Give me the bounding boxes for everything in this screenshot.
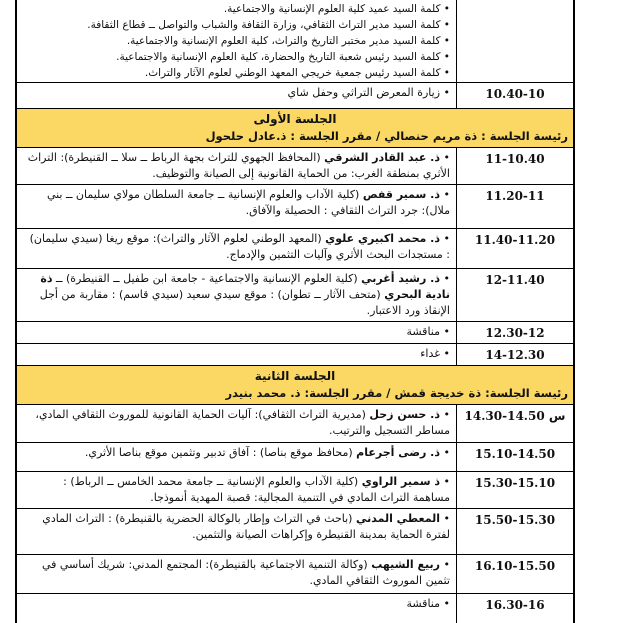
row-content: • ذ. عبد القادر الشرقي (المحافظ الجهوي ل…	[17, 148, 456, 184]
time-slot: 14-12.30	[456, 344, 573, 365]
schedule-row: 15.30-15.10 • ذ سمير الراوي (كلية الآداب …	[17, 471, 573, 508]
row-content: • ذ. رشيد أغربي (كلية العلوم الإنسانية و…	[17, 269, 456, 321]
talk-text: (محافظ موقع بناصا) : آفاق تدبير وتثمين م…	[84, 446, 357, 459]
session-header-row: الجلسة الأولى رئيسة الجلسة : ذة مريم حنصا…	[17, 108, 573, 147]
talk-text: •	[440, 188, 450, 201]
speaker-name: ذ. حسن زحل	[369, 408, 440, 421]
time-slot: 15.50-15.30	[456, 509, 573, 554]
session-title: الجلسة الأولى	[253, 112, 337, 126]
row-content: • ذ. سمير قفص (كلية الآداب والعلوم الإنس…	[17, 185, 456, 228]
time-slot: 11-10.40	[456, 148, 573, 184]
talk-text: •	[440, 558, 450, 571]
row-content: • ذ. محمد اكبيري علوي (المعهد الوطني لعل…	[17, 229, 456, 268]
talk-text: • غداء	[420, 347, 450, 360]
talk-text: (المعهد الوطني لعلوم الآثار والتراث): مو…	[29, 232, 450, 261]
schedule-row: 16.10-15.50 • ربيع الشيهب (وكالة التنمية …	[17, 554, 573, 593]
conference-program-page: • كلمة السيد عميد كلية العلوم الإنسانية …	[15, 0, 575, 623]
row-content: • غداء	[17, 344, 456, 365]
session-chairs: رئيسة الجلسة: ذة خديجة قمش / مقرر الجلسة…	[225, 386, 568, 400]
talk-text: •	[440, 475, 450, 488]
talk-text: •	[440, 512, 450, 525]
speaker-name: المعطي المدني	[355, 512, 440, 525]
opening-bullet: • كلمة السيد مدير التراث الثقافي، وزارة …	[87, 19, 450, 31]
opening-bullet: • كلمة السيد مدير مختبر التاريخ والتراث،…	[126, 35, 450, 47]
session-title: الجلسة الثانية	[254, 369, 336, 383]
session-header-row: الجلسة الثانية رئيسة الجلسة: ذة خديجة قمش…	[17, 365, 573, 404]
schedule-row: 14-12.30 • غداء	[17, 343, 573, 365]
row-content: • المعطي المدني (باحث في التراث وإطار با…	[17, 509, 456, 554]
talk-text: • مناقشة	[406, 597, 450, 610]
talk-text: •	[440, 408, 450, 421]
talk-text: • مناقشة	[406, 325, 450, 338]
time-slot: س 14.50-14.30	[456, 405, 573, 442]
speaker-name: ربيع الشيهب	[371, 558, 440, 571]
talk-text: (كلية الآداب والعلوم الإنسانية ــ جامعة …	[63, 475, 450, 504]
speaker-name: ذة نادية البحري	[40, 272, 450, 301]
schedule-row: 11.40-11.20 • ذ. محمد اكبيري علوي (المعهد…	[17, 228, 573, 268]
row-content: • ذ. حسن زحل (مديرية التراث الثقافي): آل…	[17, 405, 456, 442]
speaker-name: ذ. رضى أجرعام	[356, 446, 440, 459]
row-content: • ربيع الشيهب (وكالة التنمية الاجتماعية …	[17, 555, 456, 593]
talk-text: (المحافظ الجهوي للتراث بجهة الرباط ــ سل…	[27, 151, 450, 180]
row-content: • ذ. رضى أجرعام (محافظ موقع بناصا) : آفا…	[17, 443, 456, 471]
speaker-name: ذ. سمير قفص	[362, 188, 440, 201]
time-slot: 12-11.40	[456, 269, 573, 321]
opening-bullet: • كلمة السيد عميد كلية العلوم الإنسانية …	[223, 3, 450, 15]
talk-text: (كلية العلوم الإنسانية والاجتماعية - جام…	[52, 272, 362, 285]
schedule-row: 15.10-14.50 • ذ. رضى أجرعام (محافظ موقع ب…	[17, 442, 573, 471]
row-content: • مناقشة	[17, 322, 456, 343]
time-slot	[456, 0, 573, 82]
talk-text: •	[440, 272, 450, 285]
time-slot: 15.10-14.50	[456, 443, 573, 471]
speaker-name: ذ. عبد القادر الشرقي	[324, 151, 440, 164]
schedule-row: 10.40-10 • زيارة المعرض التراثي وحفل شاي	[17, 82, 573, 108]
speaker-name: ذ. رشيد أغربي	[361, 272, 440, 285]
row-content: • زيارة المعرض التراثي وحفل شاي	[17, 83, 456, 108]
talk-text: •	[440, 446, 450, 459]
schedule-row: 15.50-15.30 • المعطي المدني (باحث في التر…	[17, 508, 573, 554]
time-slot: 16.30-16	[456, 594, 573, 623]
session-chairs: رئيسة الجلسة : ذة مريم حنصالي / مقرر الج…	[205, 129, 568, 143]
time-slot: 11.40-11.20	[456, 229, 573, 268]
talk-text: (وكالة التنمية الاجتماعية بالقنيطرة): ال…	[41, 558, 450, 587]
time-slot: 11.20-11	[456, 185, 573, 228]
talk-text: •	[440, 151, 450, 164]
schedule-row: س 14.50-14.30 • ذ. حسن زحل (مديرية التراث…	[17, 404, 573, 442]
opening-bullet: • كلمة السيد رئيس شعبة التاريخ والحضارة،…	[116, 51, 450, 63]
row-content: • ذ سمير الراوي (كلية الآداب والعلوم الإ…	[17, 472, 456, 508]
schedule-row: 12-11.40 • ذ. رشيد أغربي (كلية العلوم الإ…	[17, 268, 573, 321]
schedule-row: 11-10.40 • ذ. عبد القادر الشرقي (المحافظ …	[17, 147, 573, 184]
row-content: • مناقشة	[17, 594, 456, 623]
time-slot: 15.30-15.10	[456, 472, 573, 508]
schedule-row: 11.20-11 • ذ. سمير قفص (كلية الآداب والعل…	[17, 184, 573, 228]
program-schedule-table: • كلمة السيد عميد كلية العلوم الإنسانية …	[15, 0, 575, 623]
opening-bullet: • كلمة السيد رئيس جمعية خريجي المعهد الو…	[144, 67, 450, 79]
time-slot: 16.10-15.50	[456, 555, 573, 593]
talk-text: • زيارة المعرض التراثي وحفل شاي	[287, 86, 450, 99]
speaker-name: ذ. محمد اكبيري علوي	[325, 232, 440, 245]
talk-text: (باحث في التراث وإطار بالوكالة الحضرية ب…	[42, 512, 450, 541]
talk-text: •	[440, 232, 450, 245]
time-slot: 12.30-12	[456, 322, 573, 343]
talk-text: (كلية الآداب والعلوم الإنسانية ــ جامعة …	[46, 188, 450, 217]
talk-text: (متحف الآثار ــ تطوان) : موقع سيدي سعيد …	[39, 288, 450, 317]
opening-remarks-row: • كلمة السيد عميد كلية العلوم الإنسانية …	[17, 0, 573, 82]
schedule-row: 12.30-12 • مناقشة	[17, 321, 573, 343]
row-content: • كلمة السيد عميد كلية العلوم الإنسانية …	[17, 0, 456, 82]
schedule-row: 16.30-16 • مناقشة	[17, 593, 573, 623]
talk-text: (مديرية التراث الثقافي): آليات الحماية ا…	[35, 408, 450, 437]
speaker-name: ذ سمير الراوي	[361, 475, 440, 488]
time-slot: 10.40-10	[456, 83, 573, 108]
